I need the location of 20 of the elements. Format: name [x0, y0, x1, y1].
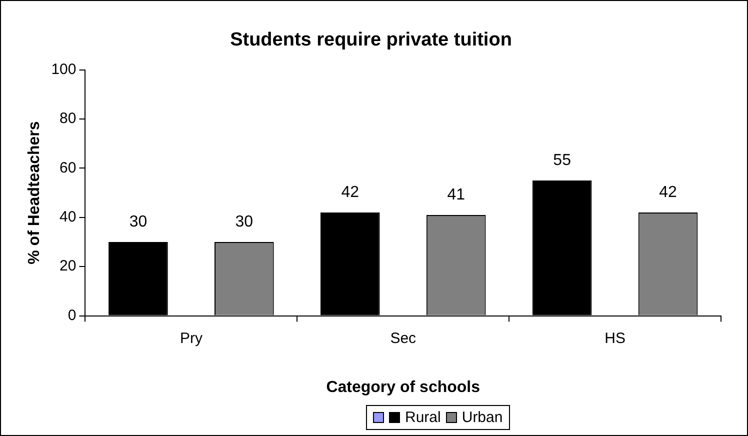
legend-label: Rural [405, 409, 441, 426]
y-tick-label: 100 [51, 60, 76, 78]
y-axis-title: % of Headteachers [26, 121, 44, 264]
data-label: 41 [447, 186, 466, 204]
data-label: 42 [659, 184, 678, 201]
x-axis-title: Category of schools [326, 378, 480, 396]
data-label: 30 [235, 213, 254, 230]
data-label: 42 [341, 184, 360, 201]
y-tick-label: 0 [68, 306, 76, 324]
y-tick-label: 80 [60, 110, 76, 128]
x-tick-label: Pry [180, 330, 203, 347]
chart-title: Students require private tuition [230, 30, 512, 51]
y-tick-label: 20 [60, 258, 76, 275]
y-tick-label: 40 [60, 208, 76, 226]
y-tick-label: 60 [60, 159, 76, 176]
x-tick-label: HS [604, 330, 626, 347]
data-label: 30 [129, 213, 148, 230]
data-label: 55 [553, 152, 572, 169]
x-tick-label: Sec [390, 330, 417, 347]
legend-label: Urban [462, 409, 503, 426]
